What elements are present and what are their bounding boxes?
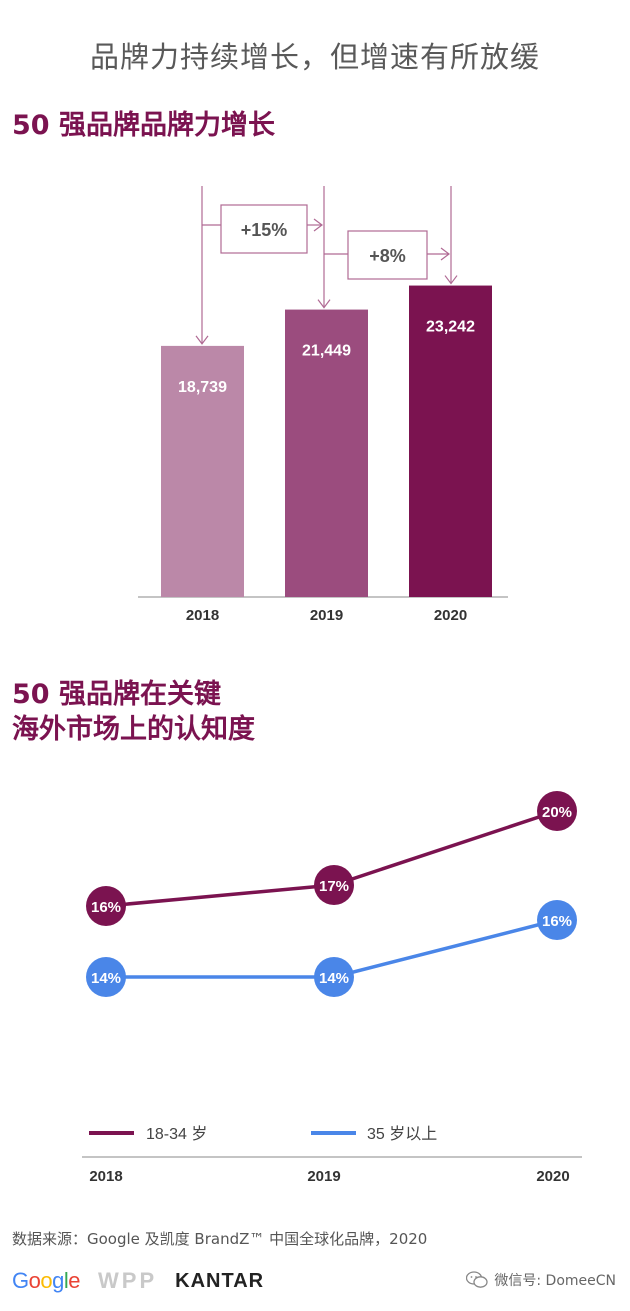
legend-label-35-plus: 35 岁以上 xyxy=(367,1125,437,1143)
bar-2019 xyxy=(285,309,368,597)
line-chart-title-line1: 50 强品牌在关键 xyxy=(12,679,221,710)
growth-connector-arrowhead-1 xyxy=(440,247,450,261)
growth-arrowhead-2019 xyxy=(317,299,331,309)
growth-arrowhead-2020 xyxy=(444,275,458,285)
line-chart-title-line2: 海外市场上的认知度 xyxy=(12,714,255,745)
series-1-label-2019: 14% xyxy=(319,970,349,987)
bar-chart-title: 50 强品牌品牌力增长 xyxy=(12,110,275,141)
series-0-point-2018 xyxy=(86,886,126,926)
line-x-tick-2020: 2020 xyxy=(536,1168,569,1185)
series-0-label-2018: 16% xyxy=(91,899,121,916)
bar-value-label-2019: 21,449 xyxy=(302,343,351,360)
bar-2018 xyxy=(161,345,244,597)
series-0-label-2019: 17% xyxy=(319,878,349,895)
watermark-text: 微信号: DomeeCN xyxy=(494,1273,616,1289)
growth-annotation-0: +15% xyxy=(241,220,288,240)
google-logo: Google xyxy=(12,1268,81,1293)
growth-box-1 xyxy=(347,230,428,280)
growth-annotation-1: +8% xyxy=(369,246,406,266)
bar-2020 xyxy=(409,285,492,597)
series-1-label-2018: 14% xyxy=(91,970,121,987)
series-0-point-2020 xyxy=(537,791,577,831)
wpp-logo: WPP xyxy=(98,1268,158,1293)
line-x-tick-2019: 2019 xyxy=(307,1168,340,1185)
bar-value-label-2020: 23,242 xyxy=(426,319,475,336)
series-1-point-2018 xyxy=(86,957,126,997)
page-headline: 品牌力持续增长，但增速有所放缓 xyxy=(89,40,540,74)
series-1-point-2020 xyxy=(537,900,577,940)
growth-box-0 xyxy=(220,204,308,254)
bar-category-label-2019: 2019 xyxy=(310,607,343,624)
logo-strip: Google WPP KANTAR xyxy=(12,1266,264,1296)
wechat-icon xyxy=(466,1271,489,1288)
source-note: 数据来源：Google 及凯度 BrandZ™ 中国全球化品牌，2020 xyxy=(12,1230,428,1248)
bar-category-label-2020: 2020 xyxy=(434,607,467,624)
bar-category-label-2018: 2018 xyxy=(186,607,219,624)
line-x-tick-2018: 2018 xyxy=(89,1168,122,1185)
bar-value-label-2018: 18,739 xyxy=(178,379,227,396)
series-1-label-2020: 16% xyxy=(542,913,572,930)
legend-label-18-34: 18-34 岁 xyxy=(146,1125,207,1143)
series-0-point-2019 xyxy=(314,865,354,905)
wechat-watermark: 微信号: DomeeCN xyxy=(466,1270,616,1290)
kantar-logo: KANTAR xyxy=(175,1269,265,1292)
series-0-label-2020: 20% xyxy=(542,804,572,821)
growth-arrowhead-2018 xyxy=(195,335,209,345)
series-1-point-2019 xyxy=(314,957,354,997)
growth-connector-arrowhead-0 xyxy=(313,218,323,232)
